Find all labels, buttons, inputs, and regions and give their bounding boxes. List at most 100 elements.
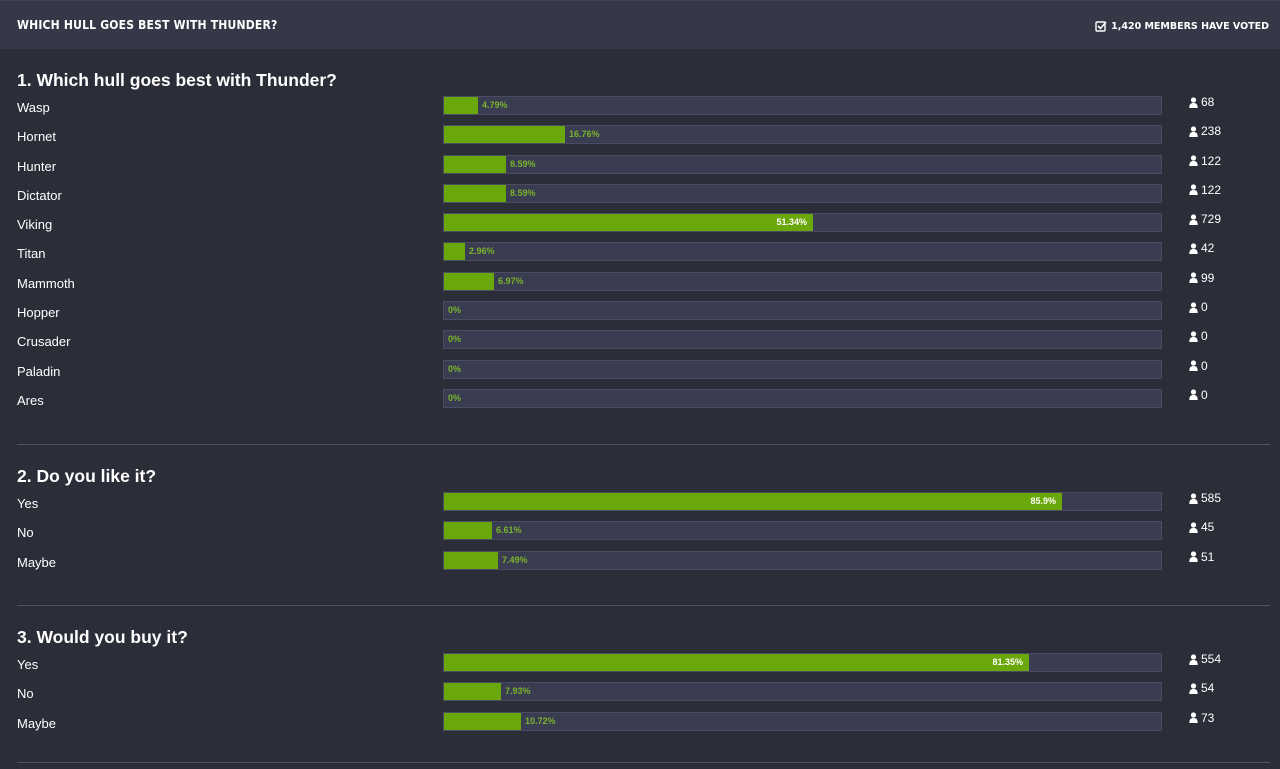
percent-label: 10.72% — [525, 715, 556, 726]
question-1: 1. Which hull goes best with Thunder? Was… — [17, 67, 1270, 416]
user-icon — [1189, 301, 1198, 313]
vote-count-text: 122 — [1201, 153, 1222, 168]
result-bar: 4.79% — [443, 96, 1162, 115]
user-icon — [1189, 712, 1198, 724]
vote-count: 68 — [1189, 95, 1214, 109]
result-bar-fill — [444, 683, 501, 701]
choice-row: Yes 81.35% 554 — [17, 651, 1270, 680]
vote-count-text: 554 — [1201, 652, 1222, 666]
choice-row: Ares 0% 0 — [17, 387, 1270, 416]
question-title: 2. Do you like it? — [17, 466, 157, 486]
result-bar-fill — [444, 184, 506, 202]
result-bar-fill — [444, 551, 498, 569]
result-bar: 7.49% — [443, 550, 1162, 570]
user-icon — [1189, 653, 1198, 665]
result-bar: 10.72% — [443, 711, 1162, 731]
percent-label: 85.9% — [1030, 496, 1056, 506]
vote-count-text: 99 — [1201, 270, 1215, 285]
choice-row: Crusader 0% 0 — [17, 328, 1270, 357]
choice-label: Maybe — [17, 715, 57, 731]
percent-label: 6.61% — [496, 525, 522, 536]
vote-count: 54 — [1189, 681, 1214, 695]
result-bar: 51.34% — [443, 213, 1162, 233]
user-icon — [1189, 96, 1198, 108]
vote-count-text: 45 — [1201, 520, 1215, 535]
result-bar-fill — [444, 243, 465, 261]
vote-count: 0 — [1189, 329, 1208, 343]
choice-row: Mammoth 6.97% 99 — [17, 270, 1270, 299]
result-bar: 85.9% — [443, 492, 1162, 511]
poll-title: Which hull goes best with Thunder? — [17, 18, 278, 32]
question-2: 2. Do you like it? Yes 85.9% 585 No 6.61% 45 Ma… — [17, 463, 1270, 578]
user-icon — [1189, 522, 1198, 533]
question-3: 3. Would you buy it? Yes 81.35% 554 No 7.93% 5… — [17, 624, 1270, 739]
vote-count-text: 238 — [1201, 124, 1222, 139]
result-bar-fill — [444, 155, 506, 173]
result-bar: 16.76% — [443, 125, 1162, 145]
choice-row: No 6.61% 45 — [17, 519, 1270, 548]
choice-row: Yes 85.9% 585 — [17, 490, 1270, 519]
percent-label: 8.59% — [510, 187, 536, 198]
vote-count-text: 0 — [1201, 300, 1208, 315]
percent-label: 6.97% — [498, 275, 524, 286]
user-icon — [1189, 184, 1198, 196]
check-square-icon — [1095, 21, 1107, 32]
user-icon — [1189, 155, 1198, 167]
vote-count-text: 0 — [1201, 387, 1208, 402]
choice-label: Yes — [17, 496, 39, 511]
divider — [17, 444, 1270, 445]
choice-row: Hopper 0% 0 — [17, 299, 1270, 328]
choice-label: Crusader — [17, 334, 71, 350]
result-bar: 6.61% — [443, 521, 1162, 541]
choice-label: Titan — [17, 246, 46, 262]
vote-count-text: 0 — [1201, 329, 1208, 344]
vote-count-text: 68 — [1201, 95, 1215, 109]
choice-row: Maybe 10.72% 73 — [17, 710, 1270, 739]
percent-label: 7.93% — [505, 686, 531, 697]
vote-count: 729 — [1189, 212, 1221, 226]
result-bar: 6.97% — [443, 271, 1162, 291]
vote-count-text: 122 — [1201, 182, 1222, 197]
user-icon — [1189, 389, 1198, 401]
percent-label: 7.49% — [502, 554, 528, 565]
choice-label: Hopper — [17, 305, 60, 321]
result-bar-fill — [444, 97, 478, 114]
percent-label: 4.79% — [482, 100, 508, 110]
result-bar: 0% — [443, 388, 1162, 408]
vote-count-text: 51 — [1201, 549, 1215, 564]
percent-label: 2.96% — [469, 246, 495, 257]
choice-row: Titan 2.96% 42 — [17, 240, 1270, 269]
user-icon — [1189, 243, 1198, 254]
result-bar: 0% — [443, 301, 1162, 321]
result-bar-fill — [444, 654, 1029, 671]
choice-label: Hornet — [17, 129, 57, 145]
user-icon — [1189, 492, 1198, 504]
percent-label: 16.76% — [569, 129, 600, 140]
divider — [17, 762, 1270, 763]
choice-label: Ares — [17, 392, 44, 408]
percent-label: 51.34% — [776, 217, 807, 228]
vote-count: 0 — [1189, 300, 1208, 314]
result-bar-fill — [444, 493, 1062, 510]
poll-header: Which hull goes best with Thunder? 1,420… — [0, 0, 1280, 49]
result-bar-fill — [444, 522, 492, 540]
vote-count: 73 — [1189, 711, 1214, 725]
choice-row: No 7.93% 54 — [17, 680, 1270, 709]
vote-count: 99 — [1189, 271, 1214, 285]
vote-count-text: 73 — [1201, 710, 1215, 725]
divider — [17, 605, 1270, 606]
choice-label: Paladin — [17, 363, 61, 379]
vote-count: 45 — [1189, 520, 1214, 534]
voted-count: 1,420 members have voted — [1095, 20, 1269, 32]
user-icon — [1189, 331, 1198, 342]
choice-label: Wasp — [17, 100, 50, 115]
vote-count: 122 — [1189, 183, 1221, 197]
result-bar: 7.93% — [443, 682, 1162, 702]
result-bar: 8.59% — [443, 154, 1162, 174]
user-icon — [1189, 360, 1198, 372]
result-bar: 0% — [443, 359, 1162, 379]
percent-label: 0% — [448, 334, 462, 345]
vote-count: 42 — [1189, 241, 1214, 255]
percent-label: 8.59% — [510, 158, 536, 169]
